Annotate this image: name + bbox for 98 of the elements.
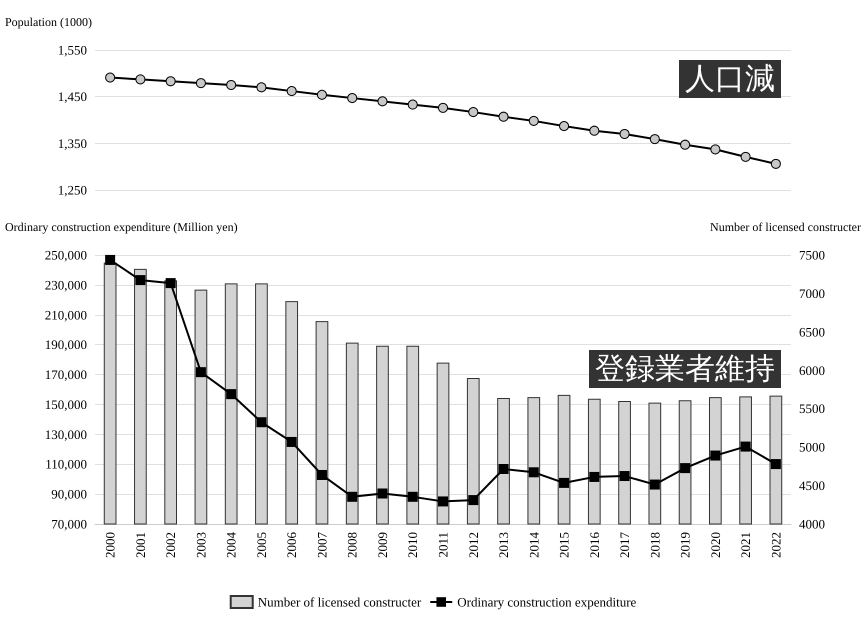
point: [105, 72, 116, 83]
x-tick-label: 2021: [738, 532, 754, 558]
point: [166, 278, 176, 288]
legend-label: Ordinary construction expenditure: [457, 594, 637, 610]
point: [286, 436, 297, 447]
point: [256, 417, 266, 428]
y-axis-title: Ordinary construction expenditure (Million yen): [5, 220, 238, 234]
point: [286, 86, 297, 96]
y-tick-label: 250,000: [44, 248, 87, 262]
point: [135, 275, 146, 286]
point: [377, 488, 388, 499]
x-tick-label: 2022: [768, 532, 784, 558]
y-tick-label: 150,000: [44, 396, 87, 412]
x-tick-label: 2017: [617, 532, 632, 558]
point: [105, 254, 116, 265]
point: [559, 478, 570, 488]
y2-tick-label: 7000: [799, 286, 825, 301]
point: [650, 480, 660, 490]
point: [740, 152, 751, 162]
y-tick-label: 1,450: [58, 89, 87, 104]
point: [589, 126, 600, 136]
point: [226, 389, 236, 400]
x-tick-label: 2010: [405, 532, 420, 558]
y-tick-label: 70,000: [51, 516, 87, 532]
x-tick-label: 2002: [163, 532, 178, 558]
point: [650, 134, 660, 144]
y-tick-label: 90,000: [51, 486, 87, 502]
point: [316, 90, 327, 100]
x-tick-label: 2001: [132, 532, 148, 558]
point: [226, 80, 236, 90]
x-tick-label: 2003: [193, 532, 208, 558]
x-tick-label: 2000: [102, 532, 118, 558]
point: [680, 140, 690, 150]
y-tick-label: 210,000: [44, 307, 87, 322]
point: [770, 459, 781, 470]
y-tick-label: 130,000: [44, 426, 87, 442]
x-tick-label: 2012: [466, 532, 481, 558]
point: [710, 144, 720, 154]
point: [589, 472, 600, 482]
y-tick-label: 230,000: [44, 277, 87, 292]
point: [316, 470, 327, 480]
point: [620, 471, 630, 482]
y-tick-label: 170,000: [44, 367, 87, 382]
y-tick-label: 190,000: [44, 337, 87, 352]
point: [710, 450, 720, 461]
annotation: 登録業者維持: [595, 352, 775, 386]
point: [347, 492, 358, 502]
point: [468, 107, 478, 118]
point: [347, 93, 358, 104]
y-tick-label: 1,250: [58, 182, 87, 198]
point: [408, 492, 418, 502]
point: [528, 116, 539, 126]
point: [770, 158, 781, 169]
y2-tick-label: 6000: [799, 362, 825, 378]
point: [377, 96, 388, 106]
y2-tick-label: 5500: [799, 401, 825, 416]
point: [438, 496, 448, 506]
point: [680, 463, 690, 474]
point: [135, 74, 146, 84]
annotation: 人口減: [685, 62, 775, 96]
point: [166, 76, 176, 86]
x-tick-label: 2011: [436, 532, 450, 558]
x-tick-label: 2016: [586, 532, 602, 558]
y2-tick-label: 5000: [799, 440, 825, 455]
x-tick-label: 2008: [344, 532, 360, 558]
point: [408, 100, 418, 110]
point: [468, 495, 478, 506]
x-tick-label: 2009: [374, 532, 390, 558]
point: [438, 102, 448, 113]
x-tick-label: 2020: [708, 532, 723, 558]
point: [256, 82, 266, 92]
x-tick-label: 2013: [496, 532, 512, 558]
y-tick-label: 110,000: [45, 456, 87, 472]
point: [498, 464, 509, 474]
point: [498, 112, 509, 122]
point: [196, 367, 206, 378]
y2-axis-title: Number of licensed constructer: [710, 220, 861, 234]
x-tick-label: 2015: [556, 532, 572, 558]
y2-tick-label: 4000: [799, 516, 825, 532]
point: [196, 78, 206, 88]
x-tick-label: 2019: [678, 532, 693, 558]
y-tick-label: 1,350: [58, 136, 87, 151]
point: [559, 121, 570, 132]
point: [740, 442, 751, 452]
legend-label: Number of licensed constructer: [258, 594, 422, 610]
y2-tick-label: 6500: [799, 324, 825, 340]
x-tick-label: 2007: [314, 532, 330, 558]
y2-tick-label: 4500: [799, 478, 825, 494]
x-tick-label: 2006: [284, 532, 300, 558]
point: [620, 129, 630, 139]
y-axis-title: Population (1000): [5, 15, 92, 29]
x-tick-label: 2018: [647, 532, 662, 558]
x-tick-label: 2014: [526, 532, 542, 558]
x-tick-label: 2005: [254, 532, 269, 558]
y-tick-label: 1,550: [58, 42, 87, 58]
y2-tick-label: 7500: [799, 248, 825, 262]
x-tick-label: 2004: [224, 532, 239, 558]
point: [528, 467, 539, 478]
